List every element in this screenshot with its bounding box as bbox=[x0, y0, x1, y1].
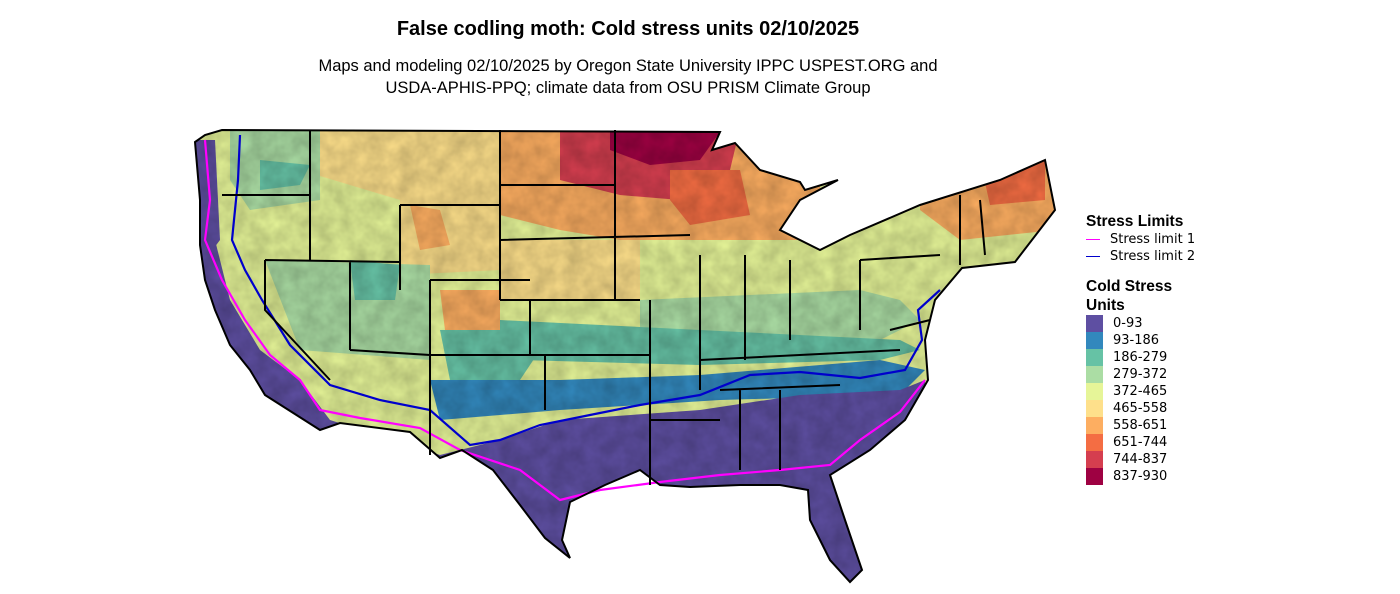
legend-class-label: 744-837 bbox=[1113, 452, 1168, 467]
stress-limits-title: Stress Limits bbox=[1086, 213, 1184, 230]
legend-item-stress-limit-2: Stress limit 2 bbox=[1086, 248, 1286, 265]
legend-class-swatch bbox=[1086, 434, 1103, 451]
legend-item-stress-limit-1: Stress limit 1 bbox=[1086, 231, 1286, 248]
legend-class-swatch bbox=[1086, 315, 1103, 332]
us-cold-stress-map bbox=[193, 128, 1057, 584]
legend-class-swatch bbox=[1086, 417, 1103, 434]
stress-limit-2-swatch bbox=[1086, 255, 1100, 258]
cold-stress-units-title: Cold Stress Units bbox=[1086, 277, 1286, 315]
legend-class-swatch bbox=[1086, 451, 1103, 468]
map-subtitle: Maps and modeling 02/10/2025 by Oregon S… bbox=[0, 55, 1256, 99]
legend-class-label: 186-279 bbox=[1113, 350, 1168, 365]
legend-label: Stress limit 2 bbox=[1110, 249, 1196, 264]
legend-class-label: 837-930 bbox=[1113, 469, 1168, 484]
state-boundaries bbox=[193, 128, 1057, 584]
legend-class-item: 558-651 bbox=[1086, 417, 1286, 434]
stress-limit-2-line bbox=[230, 134, 941, 447]
legend-class-label: 558-651 bbox=[1113, 418, 1168, 433]
legend-class-swatch bbox=[1086, 383, 1103, 400]
legend-class-swatch bbox=[1086, 349, 1103, 366]
legend-class-label: 279-372 bbox=[1113, 367, 1168, 382]
legend-class-label: 372-465 bbox=[1113, 384, 1168, 399]
legend-class-label: 651-744 bbox=[1113, 435, 1168, 450]
map-title: False codling moth: Cold stress units 02… bbox=[396, 18, 860, 40]
legend-class-item: 651-744 bbox=[1086, 434, 1286, 451]
legend-class-label: 465-558 bbox=[1113, 401, 1168, 416]
units-title-line-1: Cold Stress bbox=[1086, 278, 1173, 295]
legend-class-item: 93-186 bbox=[1086, 332, 1286, 349]
stress-raster bbox=[195, 130, 1055, 582]
stress-limit-1-swatch bbox=[1086, 238, 1100, 241]
subtitle-line-1: Maps and modeling 02/10/2025 by Oregon S… bbox=[318, 57, 938, 75]
legend-class-item: 279-372 bbox=[1086, 366, 1286, 383]
legend-class-item: 372-465 bbox=[1086, 383, 1286, 400]
legend-class-item: 744-837 bbox=[1086, 451, 1286, 468]
legend-class-label: 0-93 bbox=[1113, 316, 1143, 331]
legend-class-item: 0-93 bbox=[1086, 315, 1286, 332]
legend-class-item: 465-558 bbox=[1086, 400, 1286, 417]
color-class-list: 0-93 93-186 186-279 279-372 372-465 465-558 55… bbox=[1086, 315, 1286, 485]
legend-class-swatch bbox=[1086, 400, 1103, 417]
legend-class-label: 93-186 bbox=[1113, 333, 1160, 348]
map-legend: Stress Limits Stress limit 1 Stress limi… bbox=[1086, 212, 1286, 485]
legend-class-item: 186-279 bbox=[1086, 349, 1286, 366]
legend-class-item: 837-930 bbox=[1086, 468, 1286, 485]
legend-class-swatch bbox=[1086, 468, 1103, 485]
legend-class-swatch bbox=[1086, 332, 1103, 349]
legend-class-swatch bbox=[1086, 366, 1103, 383]
subtitle-line-2: USDA-APHIS-PPQ; climate data from OSU PR… bbox=[385, 79, 871, 97]
units-title-line-2: Units bbox=[1086, 297, 1125, 314]
legend-label: Stress limit 1 bbox=[1110, 232, 1196, 247]
